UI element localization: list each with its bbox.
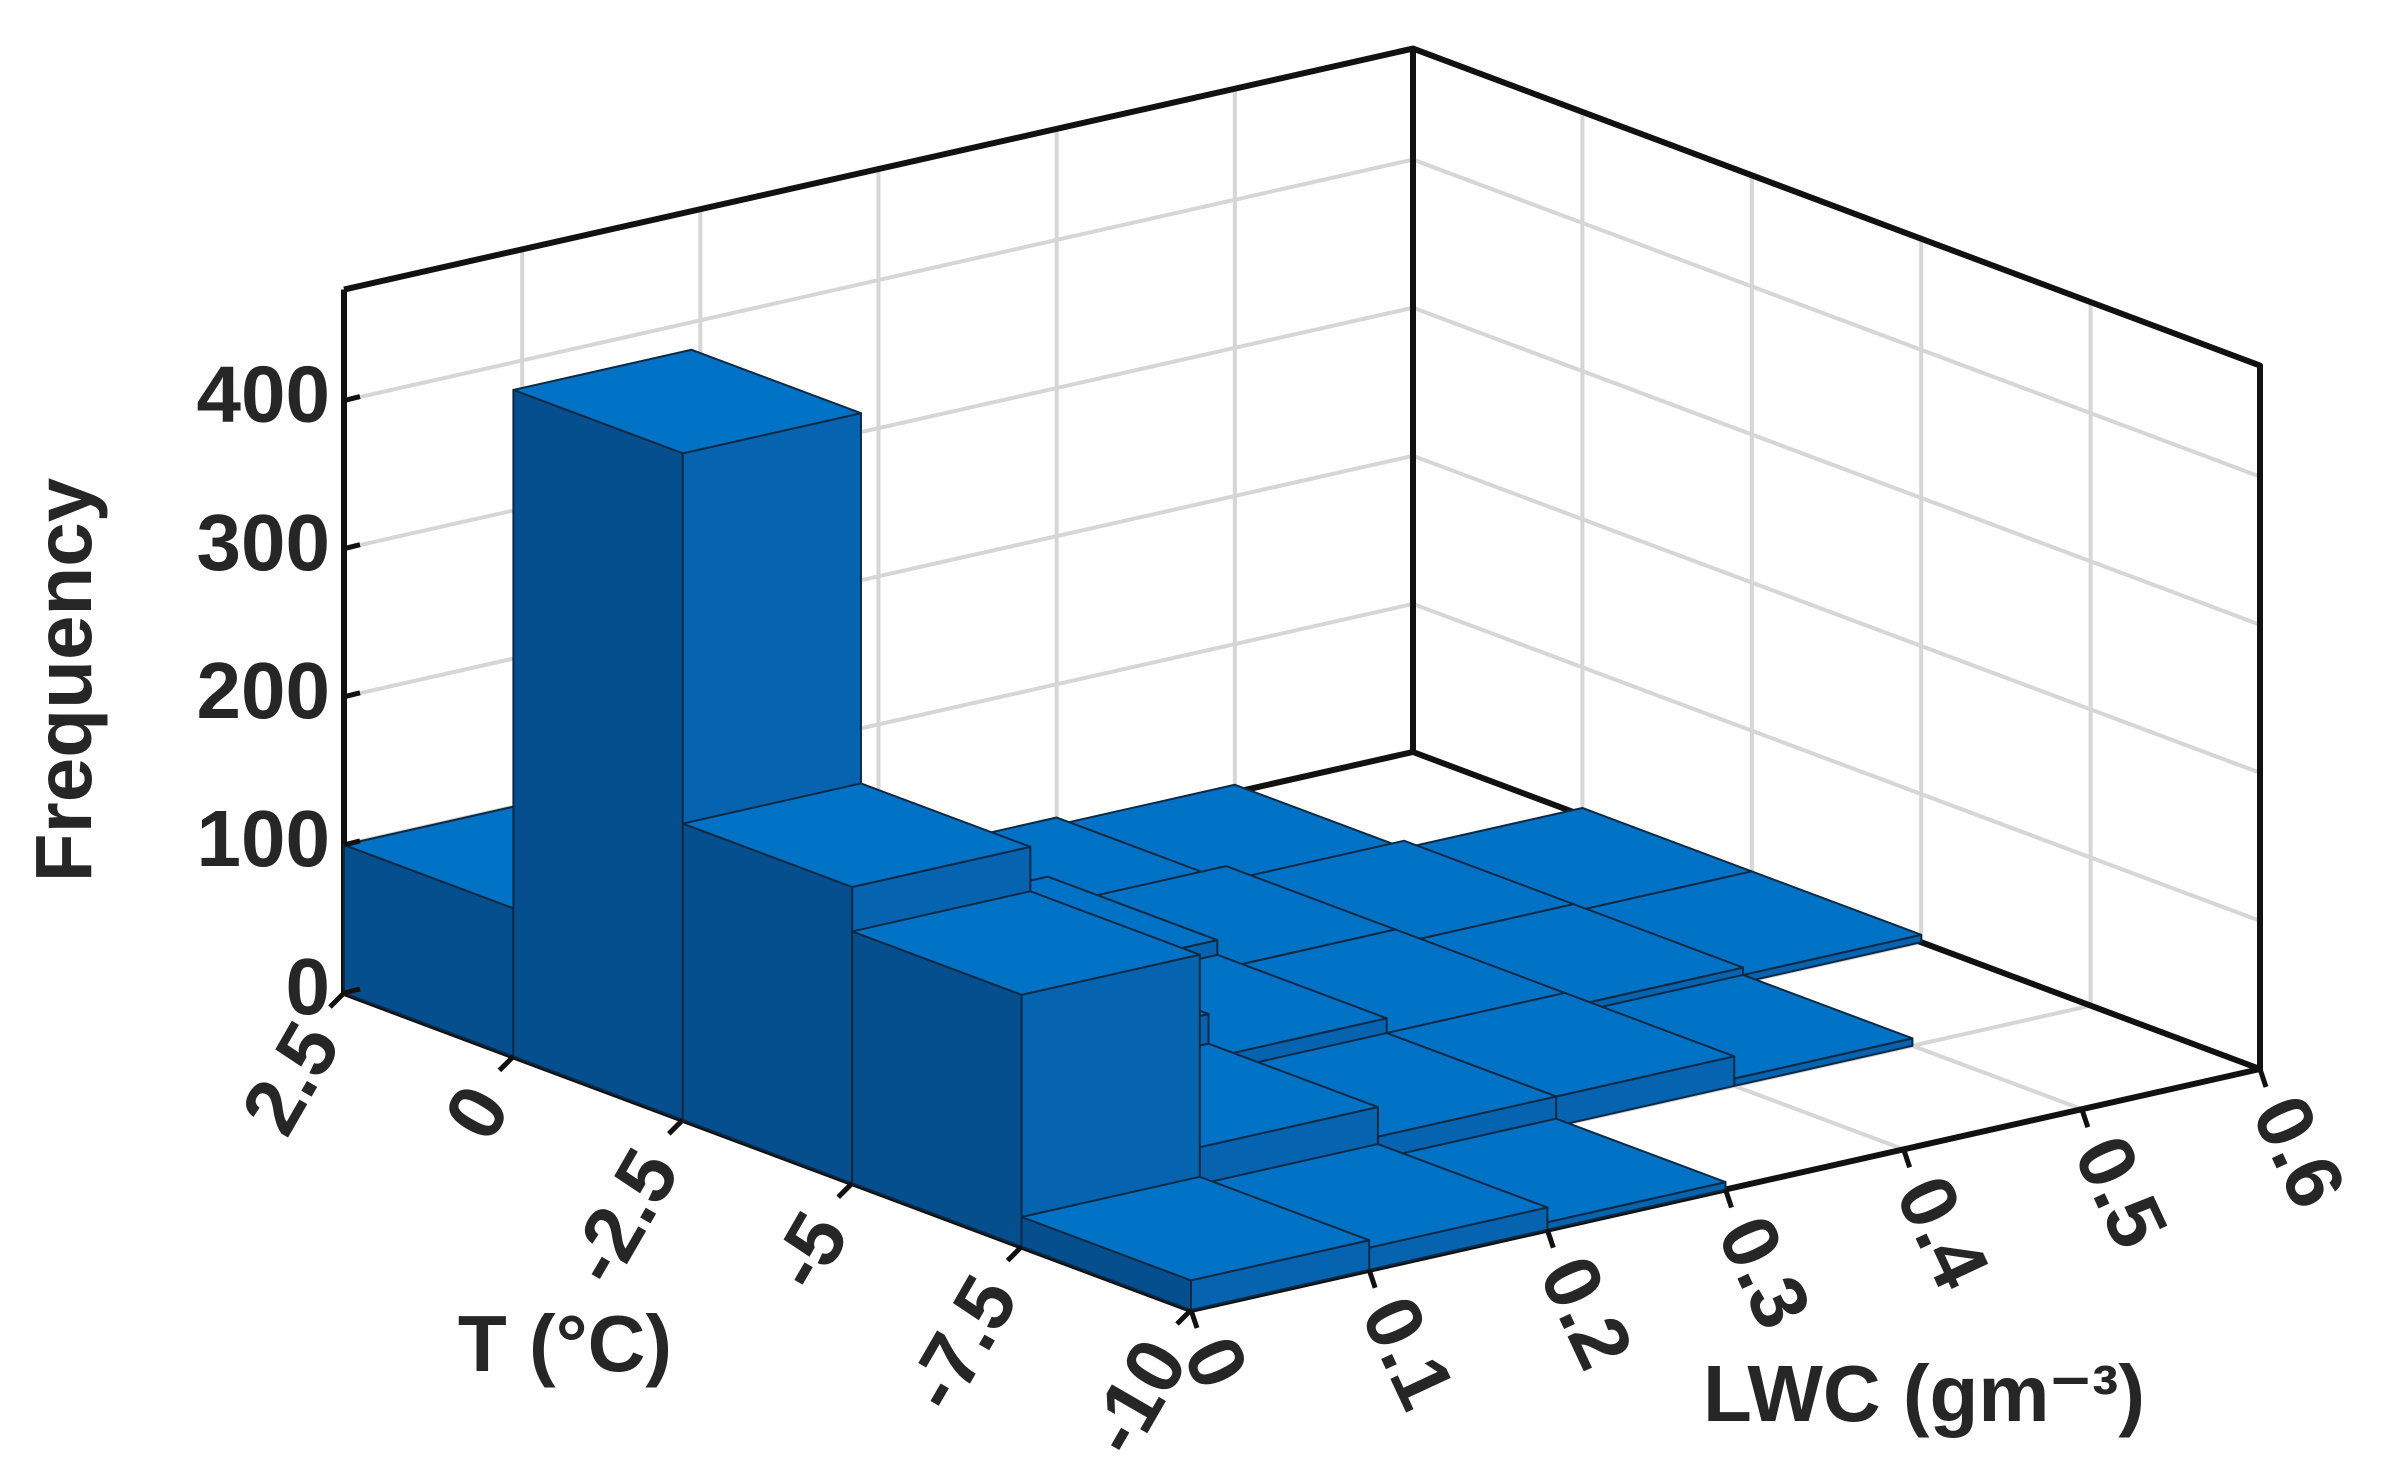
tick-mark xyxy=(2079,1108,2091,1128)
tick-mark xyxy=(343,838,361,848)
y-tick-label: 0.1 xyxy=(1345,1283,1473,1421)
x-tick-label: 0 xyxy=(427,1071,526,1154)
tick-mark xyxy=(328,991,346,1009)
z-tick-label: 0 xyxy=(286,942,331,1031)
tick-mark xyxy=(343,986,361,996)
tick-mark xyxy=(1188,1309,1200,1329)
z-tick-label: 200 xyxy=(197,646,330,735)
tick-mark xyxy=(1005,1244,1024,1263)
bar-top xyxy=(851,890,1201,996)
tick-mark xyxy=(1723,1188,1734,1209)
bar-side xyxy=(512,388,684,1121)
bar-top xyxy=(681,782,1032,888)
x-tick-label: -5 xyxy=(753,1198,866,1304)
y-axis-label: LWC (gm⁻³) xyxy=(1703,1349,2145,1438)
tick-mark xyxy=(836,1181,854,1199)
x-tick-label: -7.5 xyxy=(889,1261,1035,1425)
z-axis-label: Frequency xyxy=(19,477,108,882)
z-tick-label: 300 xyxy=(197,498,330,587)
y-tick-label: 0.6 xyxy=(2235,1082,2363,1220)
tick-mark xyxy=(1901,1148,1913,1169)
bar-top xyxy=(1020,1175,1371,1282)
tick-mark xyxy=(343,394,361,404)
y-tick-label: 0 xyxy=(1166,1323,1265,1401)
z-tick-label: 100 xyxy=(197,794,330,883)
tick-mark xyxy=(2257,1068,2269,1088)
x-axis-label: T (°C) xyxy=(458,1299,672,1388)
x-tick-label: -2.5 xyxy=(550,1134,696,1298)
y-tick-label: 0.2 xyxy=(1523,1243,1651,1381)
bar xyxy=(1020,1175,1371,1311)
y-tick-label: 0.3 xyxy=(1701,1203,1829,1341)
bar xyxy=(851,890,1201,1248)
z-tick-label: 400 xyxy=(197,350,330,439)
y-tick-label: 0.4 xyxy=(1879,1163,2007,1302)
bar-top xyxy=(512,348,862,455)
tick-mark xyxy=(343,690,361,700)
tick-mark xyxy=(667,1118,685,1136)
tick-mark xyxy=(497,1054,516,1073)
tick-mark xyxy=(1366,1269,1378,1289)
tick-mark xyxy=(343,542,361,552)
tick-mark xyxy=(1175,1308,1193,1326)
bars xyxy=(343,348,1923,1311)
tick-mark xyxy=(1544,1228,1556,1249)
y-tick-label: 0.5 xyxy=(2057,1123,2185,1261)
x-tick-label: 2.5 xyxy=(224,1008,357,1149)
